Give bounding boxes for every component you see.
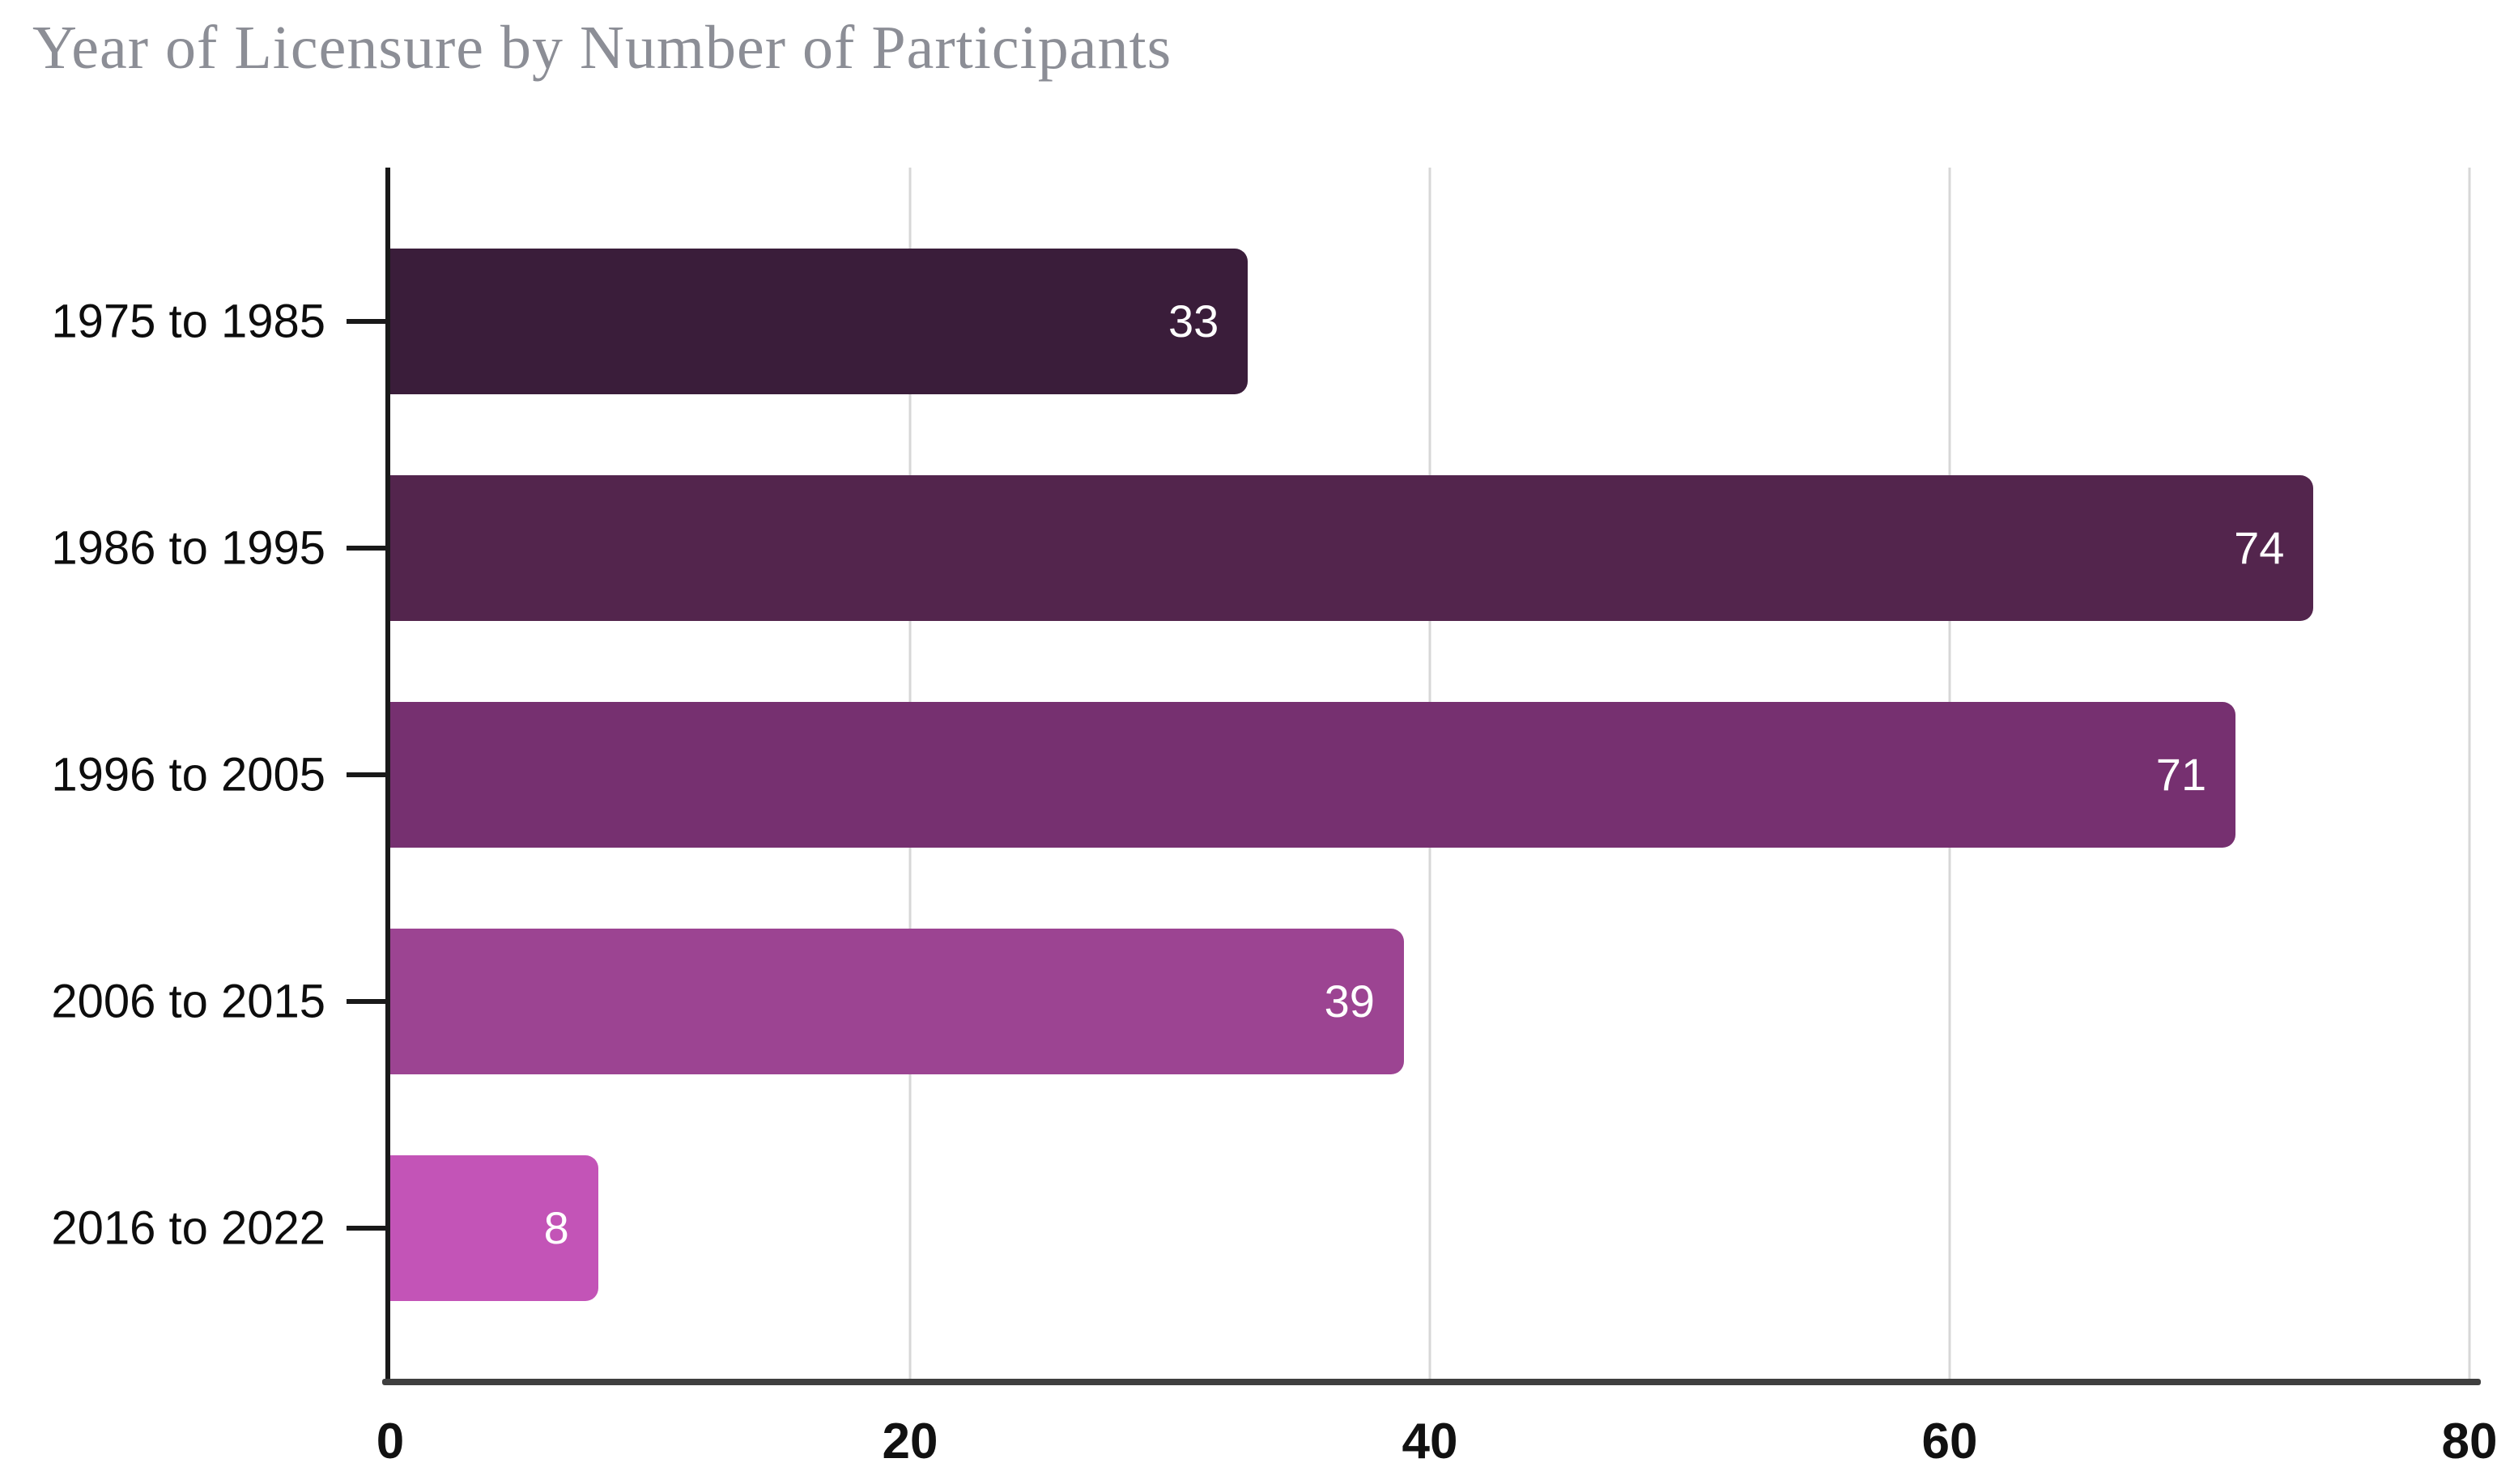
category-label: 1975 to 1985	[51, 295, 325, 348]
bar-row: 2016 to 2022 8	[51, 1115, 2469, 1342]
bar-row: 1996 to 2005 71	[51, 661, 2469, 888]
category-label: 2006 to 2015	[51, 975, 325, 1028]
bar: 8	[390, 1155, 598, 1301]
y-axis-line	[385, 168, 390, 1382]
bar: 39	[390, 929, 1404, 1074]
category-tick-mark	[347, 319, 387, 324]
x-tick-label-60: 60	[1921, 1414, 1978, 1469]
plot-area: 1975 to 1985 33 1986 to 1995 74 1996 to …	[51, 168, 2481, 1385]
bar-rows: 1975 to 1985 33 1986 to 1995 74 1996 to …	[51, 168, 2469, 1382]
category-label: 1996 to 2005	[51, 748, 325, 802]
value-label: 8	[543, 1202, 569, 1253]
bar: 71	[390, 702, 2236, 848]
x-tick-label-80: 80	[2441, 1414, 2498, 1469]
chart-title: Year of Licensure by Number of Participa…	[32, 14, 1172, 82]
x-tick-label-0: 0	[376, 1414, 405, 1469]
x-axis-line	[382, 1379, 2481, 1385]
bar-row: 2006 to 2015 39	[51, 888, 2469, 1115]
x-tick-label-40: 40	[1402, 1414, 1458, 1469]
category-tick-mark	[347, 772, 387, 777]
value-label: 33	[1168, 296, 1219, 347]
bar-row: 1986 to 1995 74	[51, 435, 2469, 661]
value-label: 39	[1324, 976, 1375, 1027]
category-tick-mark	[347, 999, 387, 1004]
bar: 33	[390, 249, 1248, 394]
category-tick-mark	[347, 1226, 387, 1231]
category-tick-mark	[347, 546, 387, 551]
x-tick-label-20: 20	[882, 1414, 938, 1469]
category-label: 1986 to 1995	[51, 521, 325, 575]
value-label: 71	[2155, 749, 2207, 800]
gridline-80	[2468, 168, 2471, 1382]
category-label: 2016 to 2022	[51, 1201, 325, 1255]
bar-row: 1975 to 1985 33	[51, 208, 2469, 435]
bar: 74	[390, 475, 2314, 621]
value-label: 74	[2234, 522, 2285, 573]
